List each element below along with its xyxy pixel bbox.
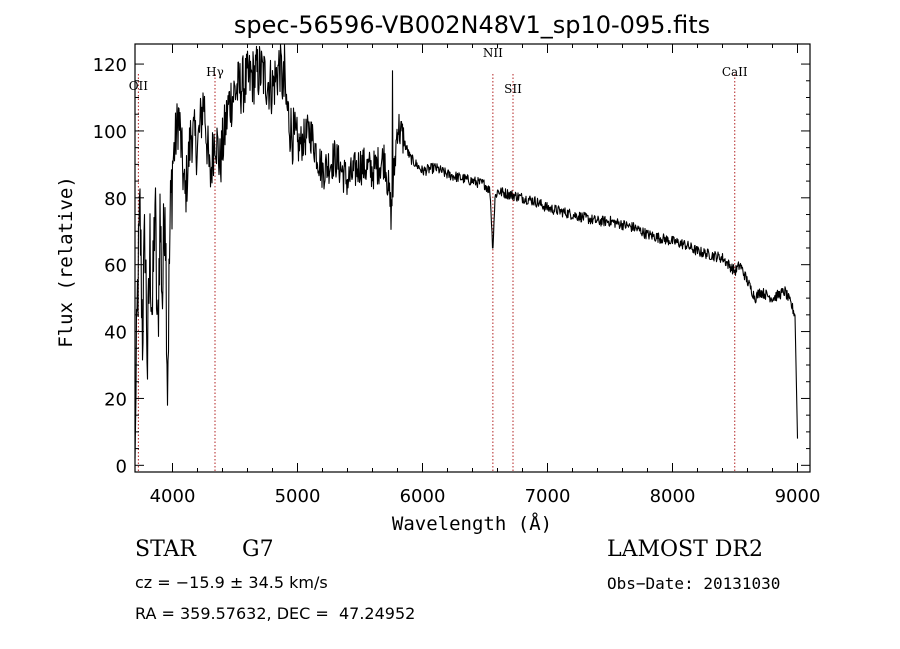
y-tick-label: 100: [93, 122, 127, 143]
plot-frame: [134, 43, 811, 473]
y-tick-label: 40: [104, 323, 127, 344]
obs-date: Obs−Date: 20131030: [607, 574, 781, 593]
y-tick-label: 120: [93, 55, 127, 76]
line-mark-label: NII: [483, 46, 503, 60]
object-subclass: G7: [242, 537, 274, 562]
y-tick-label: 80: [104, 189, 127, 210]
x-tick-label: 8000: [650, 486, 696, 507]
chart-title: spec-56596-VB002N48V1_sp10-095.fits: [234, 11, 710, 39]
x-tick-label: 6000: [400, 486, 446, 507]
line-marks: OII Hγ NII SII CaII: [129, 46, 748, 472]
axis-ticks: 4000 5000 6000 7000 8000 9000 0 20 40 60 80 100 120: [93, 44, 821, 507]
series-layer: [134, 44, 799, 459]
y-tick-label: 20: [104, 389, 127, 410]
y-tick-label: 0: [116, 456, 127, 477]
redshift-line: cz = −15.9 ± 34.5 km/s: [135, 573, 328, 592]
x-tick-label: 5000: [275, 486, 321, 507]
x-tick-label: 7000: [525, 486, 571, 507]
survey-name: LAMOST DR2: [607, 537, 763, 562]
line-mark-label: SII: [504, 82, 522, 96]
x-axis-label: Wavelength (Å): [392, 512, 552, 535]
y-axis-label: Flux (relative): [55, 176, 77, 348]
coordinates-line: RA = 359.57632, DEC = 47.24952: [135, 604, 416, 623]
x-tick-label: 4000: [150, 486, 196, 507]
line-mark-label: OII: [129, 79, 149, 93]
spectrum-series-line: [134, 44, 799, 459]
line-mark-label: Hγ: [206, 65, 224, 79]
object-class: STAR: [135, 537, 196, 562]
y-tick-label: 60: [104, 256, 127, 277]
x-tick-label: 9000: [775, 486, 821, 507]
line-mark-label: CaII: [722, 65, 748, 79]
